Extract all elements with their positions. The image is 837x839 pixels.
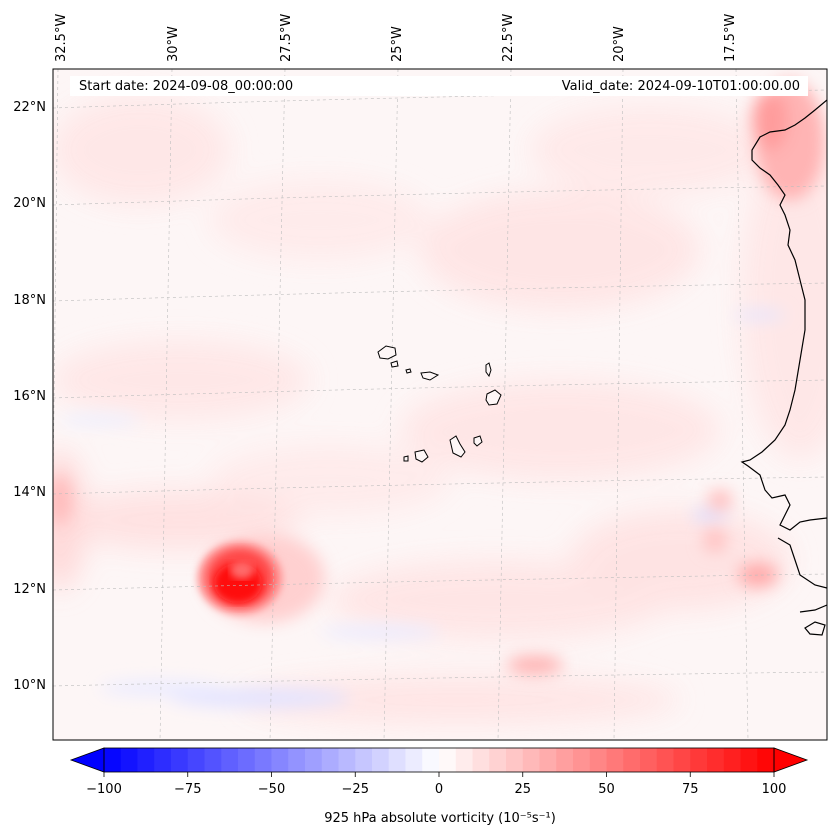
colorbar-segment xyxy=(305,748,323,772)
longitude-labels: 32.5°W 30°W 27.5°W 25°W 22.5°W 20°W 17.5… xyxy=(54,14,738,62)
colorbar-ticks: −100 −75 −50 −25 0 25 50 75 100 xyxy=(86,772,786,797)
colorbar-tick-label: −50 xyxy=(258,782,285,797)
lon-label: 22.5°W xyxy=(501,14,516,62)
island xyxy=(473,435,483,447)
colorbar-segment xyxy=(422,748,440,772)
vorticity-field xyxy=(53,80,827,725)
colorbar-segment xyxy=(522,748,540,772)
lat-label: 18°N xyxy=(13,293,46,308)
colorbar-tick-label: 100 xyxy=(762,782,787,797)
colorbar-segment xyxy=(539,748,557,772)
island xyxy=(414,449,429,463)
colorbar-segment xyxy=(556,748,574,772)
lon-label: 27.5°W xyxy=(279,14,294,62)
island xyxy=(403,455,409,462)
date-banner xyxy=(70,76,808,96)
colorbar-segment xyxy=(439,748,457,772)
colorbar-segment xyxy=(271,748,289,772)
latitude-labels: 22°N 20°N 18°N 16°N 14°N 12°N 10°N xyxy=(13,100,46,693)
africa-coastline xyxy=(740,99,827,636)
colorbar-segment xyxy=(489,748,507,772)
colorbar-segment xyxy=(104,748,122,772)
colorbar-tick-label: −25 xyxy=(342,782,369,797)
lat-label: 20°N xyxy=(13,196,46,211)
lon-label: 32.5°W xyxy=(54,14,69,62)
colorbar-segment xyxy=(472,748,490,772)
colorbar-segment xyxy=(338,748,356,772)
colorbar: −100 −75 −50 −25 0 25 50 75 100 925 hPa absolute… xyxy=(69,747,809,826)
lon-label: 17.5°W xyxy=(723,14,738,62)
colorbar-segment xyxy=(221,748,239,772)
lat-label: 12°N xyxy=(13,582,46,597)
colorbar-segment xyxy=(321,748,339,772)
lat-label: 22°N xyxy=(13,100,46,115)
colorbar-segments xyxy=(104,748,775,772)
island xyxy=(485,362,492,378)
colorbar-segment xyxy=(120,748,138,772)
colorbar-segment xyxy=(757,748,775,772)
lat-label: 16°N xyxy=(13,389,46,404)
map-frame xyxy=(52,68,828,741)
colorbar-segment xyxy=(656,748,674,772)
colorbar-tick-label: 50 xyxy=(598,782,615,797)
lon-label: 25°W xyxy=(390,26,405,62)
colorbar-segment xyxy=(623,748,641,772)
colorbar-segment xyxy=(288,748,306,772)
colorbar-segment xyxy=(355,748,373,772)
colorbar-segment xyxy=(137,748,155,772)
colorbar-segment xyxy=(690,748,708,772)
cape-verde-islands xyxy=(377,345,502,463)
colorbar-tick-label: 75 xyxy=(682,782,699,797)
map-panel: Start date: 2024-09-08_00:00:00 Valid_da… xyxy=(52,68,828,741)
colorbar-extend-low xyxy=(69,747,105,773)
colorbar-segment xyxy=(204,748,222,772)
lon-label: 30°W xyxy=(166,26,181,62)
colorbar-label: 925 hPa absolute vorticity (10⁻⁵s⁻¹) xyxy=(324,811,556,826)
colorbar-segment xyxy=(740,748,758,772)
colorbar-tick-label: 0 xyxy=(435,782,443,797)
island xyxy=(449,435,466,458)
colorbar-segment xyxy=(388,748,406,772)
lon-label: 20°W xyxy=(612,26,627,62)
gridlines xyxy=(53,69,827,740)
colorbar-tick-label: −100 xyxy=(86,782,122,797)
colorbar-segment xyxy=(673,748,691,772)
colorbar-segment xyxy=(238,748,256,772)
island xyxy=(420,371,440,381)
colorbar-segment xyxy=(707,748,725,772)
colorbar-tick-label: 25 xyxy=(514,782,531,797)
island xyxy=(390,360,399,368)
colorbar-segment xyxy=(187,748,205,772)
colorbar-segment xyxy=(372,748,390,772)
colorbar-segment xyxy=(455,748,473,772)
lat-label: 14°N xyxy=(13,485,46,500)
island xyxy=(485,389,502,406)
island xyxy=(405,368,412,374)
colorbar-segment xyxy=(405,748,423,772)
valid-date-label: Valid_date: 2024-09-10T01:00:00.00 xyxy=(562,79,800,94)
colorbar-segment xyxy=(589,748,607,772)
colorbar-segment xyxy=(154,748,172,772)
colorbar-extend-high xyxy=(773,747,809,773)
island xyxy=(377,345,397,360)
colorbar-segment xyxy=(606,748,624,772)
colorbar-tick-label: −75 xyxy=(174,782,201,797)
colorbar-segment xyxy=(573,748,591,772)
colorbar-segment xyxy=(171,748,189,772)
vortex-feature xyxy=(198,542,282,614)
colorbar-segment xyxy=(723,748,741,772)
colorbar-segment xyxy=(506,748,524,772)
start-date-label: Start date: 2024-09-08_00:00:00 xyxy=(79,79,293,94)
lat-label: 10°N xyxy=(13,678,46,693)
colorbar-segment xyxy=(640,748,658,772)
colorbar-segment xyxy=(254,748,272,772)
